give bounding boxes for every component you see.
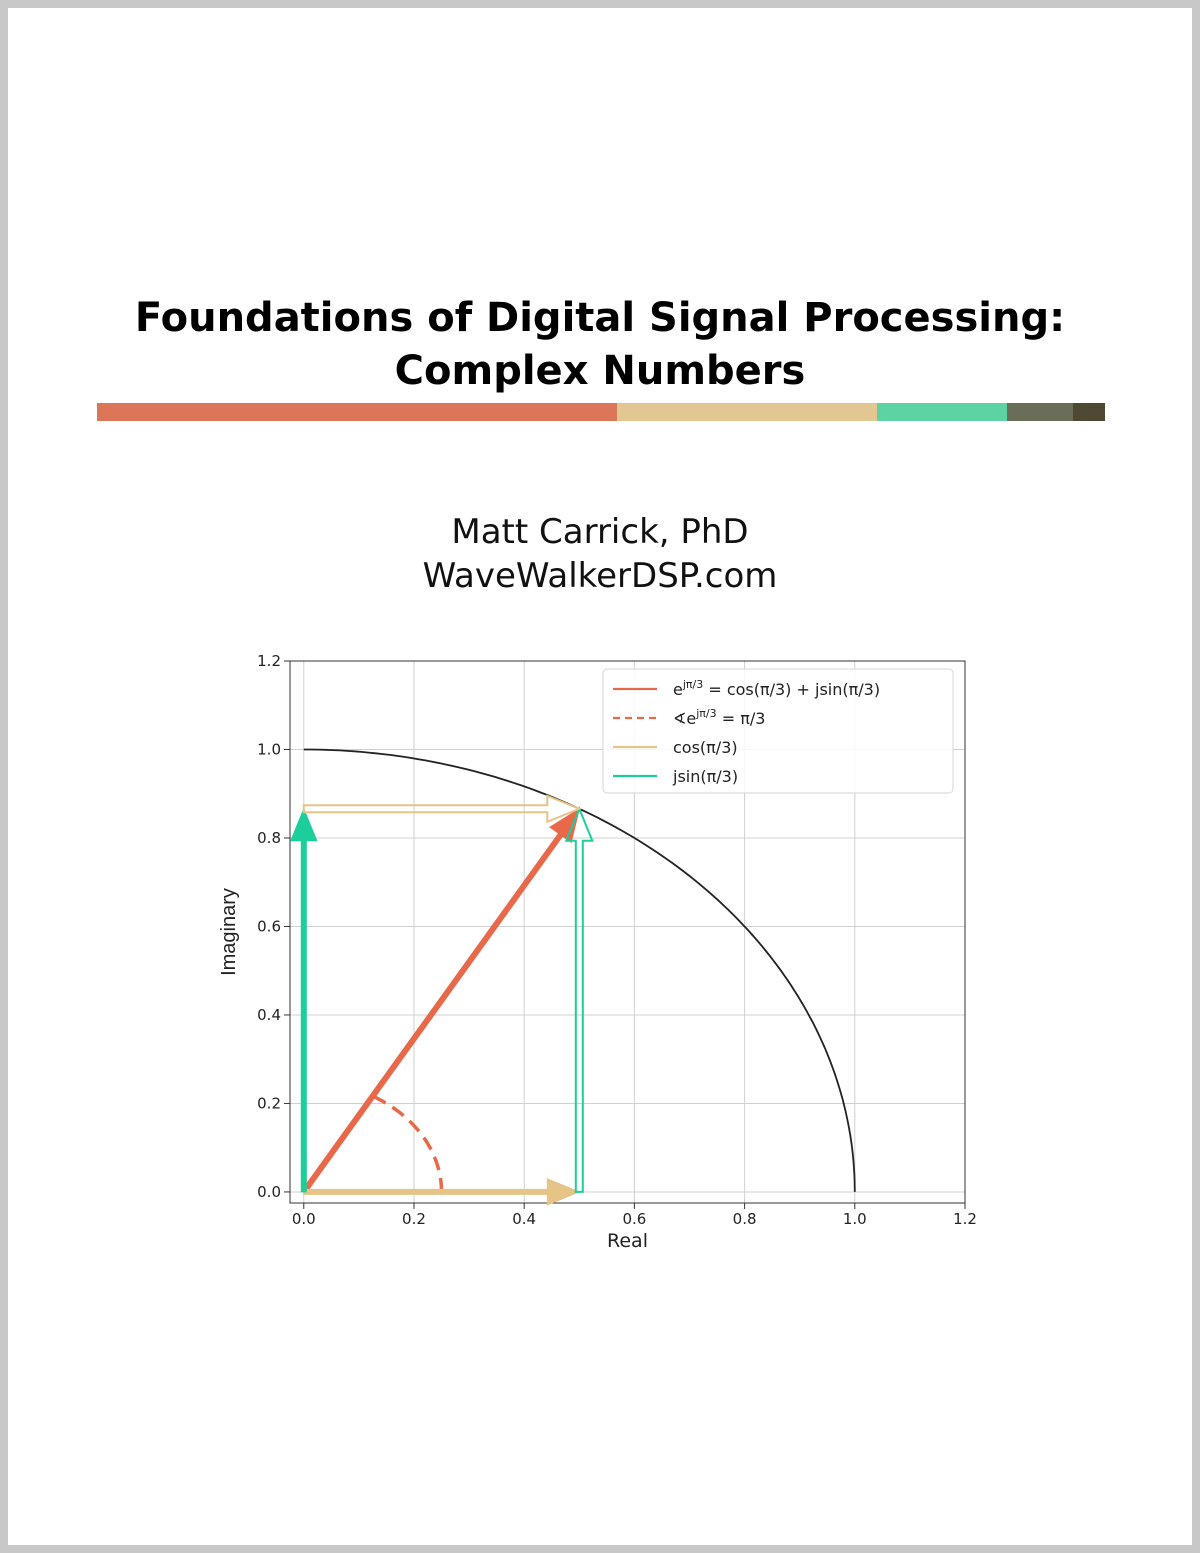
decorative-color-bar	[97, 403, 1105, 421]
color-bar-segment	[877, 403, 1008, 421]
title-line-1: Foundations of Digital Signal Processing…	[134, 295, 1066, 341]
angle-arc	[371, 1094, 444, 1192]
y-tick-label: 0.2	[257, 1094, 281, 1112]
document-title: Foundations of Digital Signal Processing…	[0, 292, 1200, 398]
imaginary-part-arrow	[290, 807, 318, 1193]
unit-circle-arc	[303, 748, 856, 1192]
x-tick-label: 0.0	[292, 1210, 316, 1228]
legend: ejπ/3 = cos(π/3) + jsin(π/3) ∢ejπ/3 = π/3…	[602, 668, 954, 794]
title-line-2: Complex Numbers	[394, 348, 806, 394]
plot-marks	[290, 748, 856, 1206]
color-bar-segment	[1072, 403, 1105, 421]
x-tick-label: 0.2	[402, 1210, 426, 1228]
x-tick-label: 0.8	[733, 1210, 757, 1228]
y-tick-label: 1.2	[257, 652, 281, 670]
real-part-arrow	[303, 1178, 581, 1206]
author-name: Matt Carrick, PhD	[451, 512, 749, 552]
color-bar-segment	[617, 403, 878, 421]
y-tick-label: 0.6	[257, 917, 281, 935]
y-tick-label: 0.8	[257, 829, 281, 847]
legend-entry-label: jsin(π/3)	[672, 767, 738, 786]
x-tick-label: 0.4	[512, 1210, 536, 1228]
y-tick-label: 0.0	[257, 1183, 281, 1201]
author-block: Matt Carrick, PhD WaveWalkerDSP.com	[0, 510, 1200, 598]
real-part-shifted-arrow	[302, 794, 582, 824]
y-tick-label: 1.0	[257, 740, 281, 758]
complex-exponential-arrow	[300, 807, 581, 1195]
x-tick-label: 1.2	[953, 1210, 977, 1228]
legend-entry-label: ejπ/3 = cos(π/3) + jsin(π/3)	[673, 678, 880, 699]
color-bar-segment	[97, 403, 618, 421]
x-ticks: 0.0 0.2 0.4 0.6 0.8 1.0 1.2	[292, 1203, 977, 1228]
legend-entry-label: ∢ejπ/3 = π/3	[673, 707, 765, 728]
y-tick-label: 0.4	[257, 1006, 281, 1024]
x-tick-label: 0.6	[622, 1210, 646, 1228]
page	[8, 8, 1192, 1545]
color-bar-segment	[1007, 403, 1073, 421]
x-tick-label: 1.0	[843, 1210, 867, 1228]
legend-box	[602, 668, 954, 794]
axes-frame	[289, 660, 966, 1204]
imaginary-part-shifted-arrow	[564, 806, 594, 1193]
y-axis-label: Imaginary	[218, 888, 240, 976]
legend-entry-label: cos(π/3)	[673, 738, 738, 757]
x-axis-label: Real	[607, 1230, 648, 1252]
y-ticks: 0.0 0.2 0.4 0.6 0.8 1.0 1.2	[257, 652, 290, 1201]
author-website: WaveWalkerDSP.com	[422, 556, 778, 596]
